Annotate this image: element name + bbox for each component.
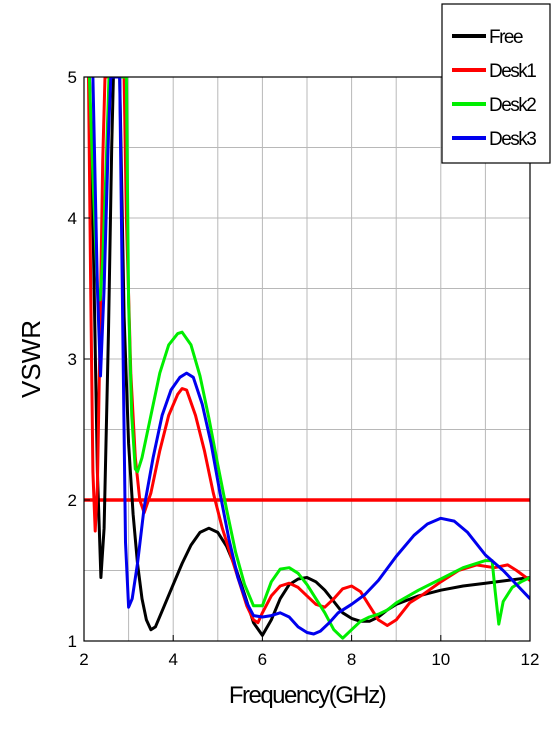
y-tick-label: 2 [68, 491, 77, 510]
y-tick-label: 5 [68, 68, 77, 87]
y-tick-label: 4 [68, 209, 77, 228]
legend-label-desk2: Desk2 [489, 95, 536, 116]
y-tick-label: 3 [68, 350, 77, 369]
x-tick-label: 4 [168, 650, 177, 669]
legend: Free Desk1 Desk2 Desk3 [441, 3, 551, 164]
x-axis-title: Frequency(GHz) [229, 682, 386, 709]
x-tick-label: 2 [79, 650, 88, 669]
series-line-desk3 [91, 77, 530, 636]
series-line-desk2 [87, 77, 530, 640]
series-group [87, 77, 530, 640]
legend-label-free: Free [489, 27, 523, 48]
x-tick-label: 8 [347, 650, 356, 669]
y-tick-label: 1 [68, 632, 77, 651]
y-axis-title: VSWR [16, 320, 46, 398]
legend-label-desk1: Desk1 [489, 61, 536, 82]
legend-label-desk3: Desk3 [489, 129, 536, 150]
series-line-desk1 [87, 77, 530, 627]
x-tick-label: 6 [258, 650, 267, 669]
x-tick-label: 10 [431, 650, 450, 669]
x-tick-label: 12 [521, 650, 540, 669]
